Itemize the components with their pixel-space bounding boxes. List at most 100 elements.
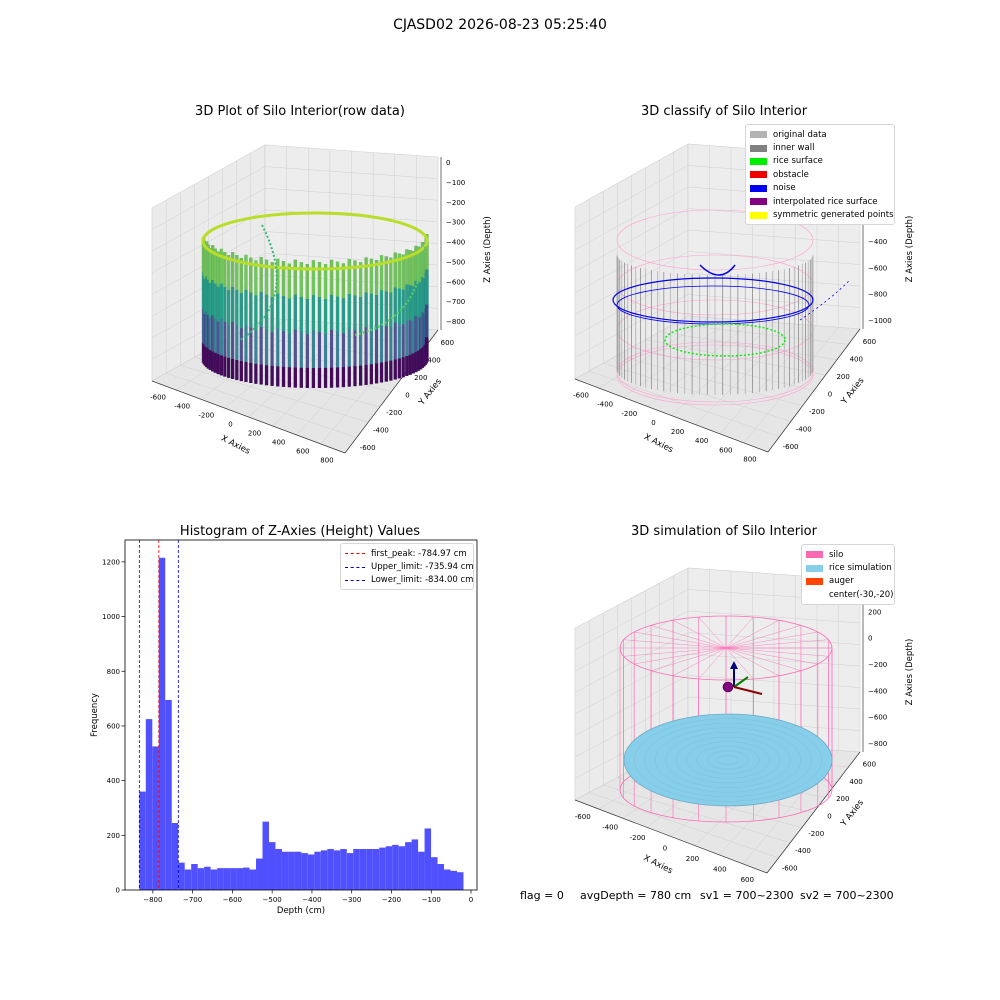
simulation-silo-wire <box>725 616 754 649</box>
simulation-silo-wire <box>725 625 802 649</box>
x-tick-label: 400 <box>713 865 726 873</box>
x-tick-label: -400 <box>174 403 190 411</box>
legend-entry: noise <box>750 182 890 195</box>
classify-noise-arc <box>799 279 851 321</box>
legend-label: Upper_limit: -735.94 cm <box>371 562 474 573</box>
y-tick-label: 200 <box>107 832 120 840</box>
z-axis-label: Z Axies (Depth) <box>905 639 915 706</box>
raw-plot-title: 3D Plot of Silo Interior(row data) <box>195 104 405 119</box>
legend-label: rice simulation <box>829 563 892 574</box>
histogram-bar <box>405 842 412 890</box>
legend-entry: Lower_limit: -834.00 cm <box>345 574 473 587</box>
simulation-silo-wire <box>698 616 727 649</box>
left-grid-line <box>151 188 266 252</box>
y-tick-label: -200 <box>386 409 402 417</box>
legend-label: auger <box>829 576 854 587</box>
histogram-bar <box>327 848 334 890</box>
legend-entry: Upper_limit: -735.94 cm <box>345 560 474 573</box>
y-tick-label: 600 <box>863 761 876 769</box>
x-tick-label: −300 <box>342 896 361 904</box>
histogram-bar <box>437 864 445 890</box>
z-tick-label: −800 <box>868 291 887 299</box>
simulation-legend: silo rice simulation auger center(-30,-20) <box>801 544 895 605</box>
classify-silo-ring <box>616 209 814 271</box>
simulation-rice-mesh <box>707 750 749 770</box>
left-grid-line <box>574 589 689 650</box>
histogram-ylabel: Frequency <box>90 693 100 737</box>
y-tick-label: 600 <box>441 339 454 347</box>
histogram-bar <box>398 846 406 890</box>
simulation-rice-mesh <box>665 732 791 788</box>
y-tick-label: -600 <box>360 444 376 452</box>
y-tick-label: 200 <box>836 795 849 803</box>
histogram-bar <box>379 847 386 890</box>
histogram-bar <box>230 868 237 890</box>
left-grid-line <box>574 208 689 272</box>
histogram-bar <box>424 828 432 890</box>
x-tick-label: 0 <box>651 419 655 427</box>
legend-entry: original data <box>750 128 890 141</box>
legend-entry: silo <box>806 548 890 561</box>
y-tick-label: -400 <box>795 847 811 855</box>
histogram-bar <box>256 858 263 890</box>
legend-entry: obstacle <box>750 168 890 181</box>
legend-entry: first_peak: -784.97 cm <box>345 547 469 560</box>
histogram-bar <box>353 848 360 890</box>
histogram-bar <box>281 851 289 890</box>
y-tick-label: 400 <box>850 355 863 363</box>
figure-suptitle: CJASD02 2026-08-23 05:25:40 <box>393 17 607 33</box>
legend-swatch <box>806 591 823 598</box>
left-grid-line <box>151 166 266 230</box>
histogram-legend: first_peak: -784.97 cm Upper_limit: -735.… <box>340 543 474 591</box>
z-tick-label: −800 <box>446 318 465 326</box>
floor-grid-line <box>296 326 395 436</box>
legend-label: inner wall <box>773 143 815 154</box>
classify-rice-surface <box>664 323 786 357</box>
histogram-bar <box>184 869 192 890</box>
legend-swatch <box>806 551 823 559</box>
classify-noise-arc <box>699 264 736 276</box>
simulation-silo-wire <box>650 647 727 671</box>
x-tick-label: −800 <box>143 896 162 904</box>
x-axis-label: X Axies <box>642 853 675 876</box>
y-tick-label: 0 <box>405 392 409 400</box>
x-tick-label: -600 <box>573 392 589 400</box>
z-tick-label: 0 <box>446 159 450 167</box>
simulation-center-marker <box>722 681 734 693</box>
flag-text: flag = 0 <box>520 889 564 902</box>
avg-depth-text: avgDepth = 780 cm <box>580 889 692 902</box>
simulation-silo-wire <box>634 631 727 649</box>
simulation-plot-title: 3D simulation of Silo Interior <box>631 524 817 539</box>
legend-swatch <box>750 211 767 219</box>
sv1-text: sv1 = 700~2300 <box>700 889 794 902</box>
z-tick-label: −600 <box>446 278 465 286</box>
x-tick-label: 200 <box>686 855 699 863</box>
histogram-bar <box>314 851 321 890</box>
y-tick-label: -600 <box>782 864 798 872</box>
simulation-rice-mesh <box>655 727 801 793</box>
histogram-axes: −800 −700 −600 −500 −400 −300 −200 −100 0 0 200 400… <box>90 539 478 916</box>
x-tick-label: -200 <box>621 410 637 418</box>
histogram-bar <box>431 857 438 890</box>
z-tick-label: −800 <box>868 740 887 748</box>
x-tick-label: -600 <box>150 394 166 402</box>
legend-label: silo <box>829 549 844 560</box>
floor-grid-line <box>673 323 849 345</box>
x-tick-label: 600 <box>741 876 754 884</box>
legend-swatch <box>345 553 365 555</box>
z-tick-label: −1000 <box>868 317 892 325</box>
y-tick-label: 0 <box>116 887 120 895</box>
x-tick-label: 400 <box>272 439 285 447</box>
simulation-rice-mesh <box>634 718 822 802</box>
histogram-bar <box>450 870 457 890</box>
x-tick-label: −100 <box>422 896 441 904</box>
histogram-bar <box>158 557 166 890</box>
simulation-silo-wire <box>725 639 829 649</box>
histogram-title: Histogram of Z-Axies (Height) Values <box>179 524 421 539</box>
histogram-bar <box>307 854 315 890</box>
histogram-bar <box>145 719 153 890</box>
histogram-bar <box>346 853 354 890</box>
raw-scan-arc <box>239 224 278 341</box>
legend-entry: symmetric generated points <box>750 208 894 221</box>
histogram-bar <box>210 869 218 890</box>
